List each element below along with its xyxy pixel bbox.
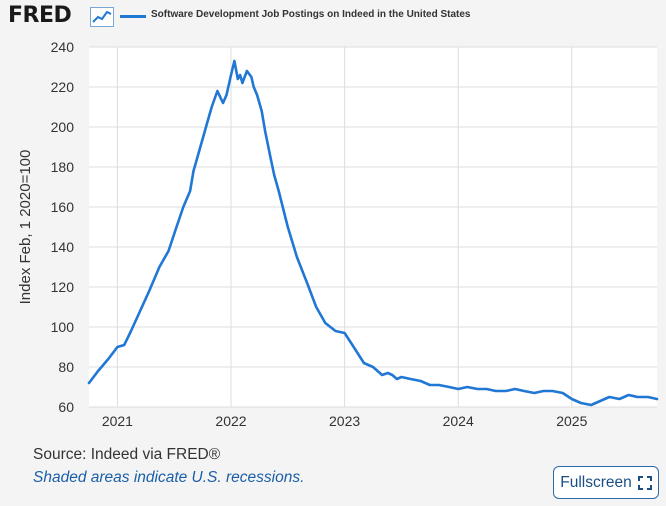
plot-area bbox=[89, 47, 657, 407]
y-tick-label: 240 bbox=[51, 39, 75, 55]
x-tick-label: 2021 bbox=[102, 413, 133, 429]
y-tick-label: 220 bbox=[51, 79, 75, 95]
series-line bbox=[87, 59, 659, 407]
y-tick-label: 180 bbox=[51, 159, 75, 175]
y-tick-label: 200 bbox=[51, 119, 75, 135]
fullscreen-button[interactable]: Fullscreen bbox=[553, 466, 659, 499]
legend-swatch bbox=[120, 15, 146, 18]
legend-series-label: Software Development Job Postings on Ind… bbox=[151, 9, 471, 20]
line-chart: 60 80 100 120 140 160 180 200 220 240 2021 2022 2023… bbox=[17, 39, 659, 429]
expand-icon bbox=[637, 475, 652, 490]
x-tick-label: 2022 bbox=[215, 413, 246, 429]
fred-logo[interactable]: FRED bbox=[8, 3, 72, 28]
y-tick-label: 120 bbox=[51, 279, 75, 295]
y-axis-title: Index Feb, 1 2020=100 bbox=[17, 150, 34, 305]
y-tick-label: 160 bbox=[51, 199, 75, 215]
y-tick-label: 100 bbox=[51, 319, 75, 335]
chart-header: FRED Software Development Job Postings o… bbox=[0, 0, 666, 36]
source-note: Source: Indeed via FRED® bbox=[33, 446, 221, 463]
line-graph-icon bbox=[90, 7, 114, 27]
y-tick-label: 140 bbox=[51, 239, 75, 255]
fullscreen-label: Fullscreen bbox=[560, 473, 632, 491]
x-tick-label: 2025 bbox=[556, 413, 587, 429]
x-tick-label: 2024 bbox=[443, 413, 474, 429]
y-tick-label: 80 bbox=[58, 359, 74, 375]
y-tick-label: 60 bbox=[58, 399, 74, 415]
x-tick-label: 2023 bbox=[329, 413, 360, 429]
recession-note: Shaded areas indicate U.S. recessions. bbox=[33, 469, 305, 486]
